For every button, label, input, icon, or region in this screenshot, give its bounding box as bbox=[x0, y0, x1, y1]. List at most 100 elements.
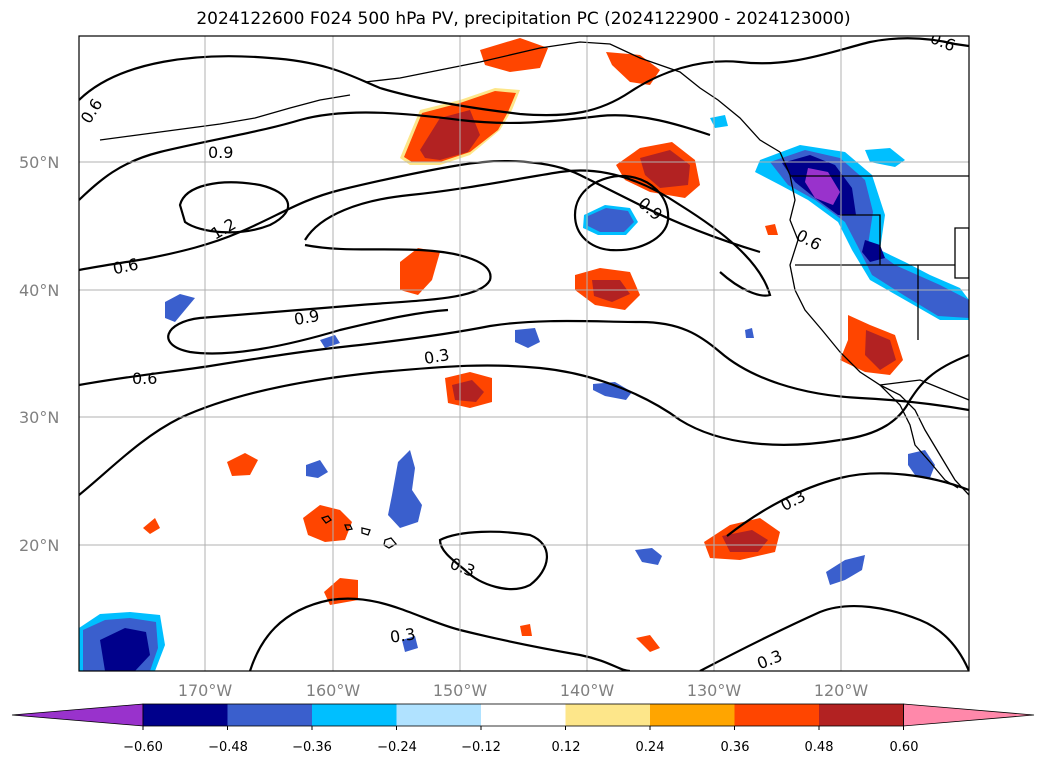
contour-label-0.6-sw: 0.6 bbox=[132, 369, 157, 388]
contour-line bbox=[304, 169, 772, 297]
precip-patch-neg bbox=[320, 335, 340, 348]
precip-patch-neg bbox=[908, 450, 935, 478]
border-state-lines bbox=[795, 214, 969, 340]
colorbar-swatch bbox=[565, 704, 651, 726]
pv-contours bbox=[79, 37, 969, 671]
colorbar-extend-left bbox=[11, 703, 144, 727]
contour-line bbox=[79, 37, 969, 117]
precip-patch-pos bbox=[400, 248, 440, 295]
coastlines bbox=[99, 41, 969, 549]
precip-patch-pos bbox=[227, 453, 258, 476]
colorbar bbox=[11, 703, 1035, 730]
contour-line bbox=[726, 472, 969, 537]
lat-label-30n: 30°N bbox=[19, 408, 59, 427]
precip-patch-pos bbox=[303, 505, 352, 542]
map-frame bbox=[78, 35, 970, 672]
colorbar-tick-label: 0.48 bbox=[805, 740, 834, 755]
contour-line bbox=[79, 160, 761, 272]
colorbar-swatch bbox=[143, 704, 228, 726]
colorbar-tick-label: −0.24 bbox=[377, 740, 417, 755]
contour-label-0.6-w: 0.6 bbox=[111, 254, 140, 278]
contour-line bbox=[438, 530, 548, 590]
colorbar-tick-label: −0.12 bbox=[461, 740, 501, 755]
colorbar-tick-label: 0.60 bbox=[890, 740, 919, 755]
contour-line bbox=[79, 111, 711, 201]
border-us-mexico bbox=[879, 379, 969, 401]
precip-patch-neg bbox=[402, 636, 418, 652]
lon-label-170w: 170°W bbox=[178, 681, 233, 700]
map-area: 0.6 0.9 1.2 0.6 0.9 0.6 0.3 0.9 0.6 0.6 … bbox=[77, 28, 969, 673]
lon-label-120w: 120°W bbox=[814, 681, 869, 700]
precip-patch-neg bbox=[593, 382, 632, 400]
contour-line bbox=[79, 353, 969, 496]
coastline-alaska bbox=[364, 41, 781, 153]
precip-patch-neg bbox=[306, 460, 328, 478]
precip-patch-neg bbox=[862, 240, 885, 262]
precip-patch-pos bbox=[865, 330, 896, 370]
precip-patch-pos bbox=[765, 224, 778, 235]
hawaii-islands bbox=[320, 515, 397, 549]
contour-label-0.3-d: 0.3 bbox=[389, 624, 417, 646]
colorbar-swatch bbox=[650, 704, 735, 726]
precip-patch-neg bbox=[710, 115, 728, 128]
precip-patch-pos bbox=[480, 38, 548, 72]
colorbar-swatch bbox=[819, 704, 904, 726]
coastline-aleutians bbox=[99, 94, 351, 141]
precip-patch-neg bbox=[635, 548, 662, 565]
precip-patch-neg bbox=[515, 328, 540, 348]
colorbar-swatch bbox=[227, 704, 313, 726]
colorbar-tick-label: −0.60 bbox=[123, 740, 163, 755]
colorbar-tick-label: 0.24 bbox=[636, 740, 665, 755]
contour-label-0.3-a: 0.3 bbox=[422, 345, 450, 368]
contour-label-0.6-ne: 0.6 bbox=[928, 28, 959, 55]
contour-line bbox=[248, 597, 631, 671]
colorbar-ticks: −0.60 −0.48 −0.36 −0.24 −0.12 0.12 0.24 … bbox=[123, 740, 918, 755]
contour-label-0.9-b: 0.9 bbox=[292, 306, 320, 329]
contour-line bbox=[178, 181, 290, 234]
colorbar-tick-label: −0.36 bbox=[292, 740, 332, 755]
contour-label-0.6-coast: 0.6 bbox=[793, 226, 824, 255]
lon-label-140w: 140°W bbox=[560, 681, 615, 700]
coastline-baja bbox=[879, 384, 959, 489]
colorbar-tick-label: 0.36 bbox=[721, 740, 750, 755]
precip-patch-pos bbox=[592, 280, 630, 302]
lat-label-20n: 20°N bbox=[19, 536, 59, 555]
precip-patch-neg bbox=[588, 208, 634, 232]
precip-patch-pos bbox=[143, 518, 160, 534]
colorbar-swatch bbox=[481, 704, 566, 726]
longitude-labels: 170°W 160°W 150°W 140°W 130°W 120°W bbox=[178, 681, 869, 700]
colorbar-swatch bbox=[734, 704, 820, 726]
lat-label-40n: 40°N bbox=[19, 281, 59, 300]
map-title: 2024122600 F024 500 hPa PV, precipitatio… bbox=[196, 9, 851, 29]
precip-patch-neg bbox=[865, 148, 905, 167]
contour-label-0.6-nw: 0.6 bbox=[77, 95, 107, 127]
colorbar-tick-label: −0.48 bbox=[208, 740, 248, 755]
coastline-bc-to-mexico bbox=[779, 151, 969, 496]
colorbar-tick-label: 0.12 bbox=[552, 740, 581, 755]
lat-label-50n: 50°N bbox=[19, 153, 59, 172]
contour-line bbox=[573, 174, 670, 252]
contour-line bbox=[167, 243, 492, 355]
negative-anomaly-patches bbox=[79, 115, 969, 671]
colorbar-swatch bbox=[312, 704, 397, 726]
contour-line bbox=[79, 319, 969, 412]
precip-patch-neg bbox=[826, 555, 865, 585]
precip-patch-pos bbox=[640, 150, 690, 188]
precip-patch-neg bbox=[805, 168, 840, 205]
lon-label-130w: 130°W bbox=[687, 681, 742, 700]
lon-label-160w: 160°W bbox=[306, 681, 361, 700]
precip-patch-pos bbox=[722, 530, 768, 552]
contour-label-1.2: 1.2 bbox=[208, 214, 240, 243]
graticule bbox=[79, 36, 969, 671]
colorbar-extend-right bbox=[903, 703, 1035, 727]
latitude-labels: 50°N 40°N 30°N 20°N bbox=[19, 153, 59, 555]
lon-label-150w: 150°W bbox=[433, 681, 488, 700]
precip-patch-neg bbox=[745, 328, 754, 338]
contour-label-0.9-c: 0.9 bbox=[634, 193, 666, 224]
colorbar-outline bbox=[142, 703, 904, 727]
precip-patch-neg bbox=[165, 294, 195, 322]
contour-label-0.3-e: 0.3 bbox=[754, 646, 785, 673]
precip-patch-neg bbox=[100, 628, 150, 671]
contour-label-0.9-a: 0.9 bbox=[208, 143, 233, 162]
